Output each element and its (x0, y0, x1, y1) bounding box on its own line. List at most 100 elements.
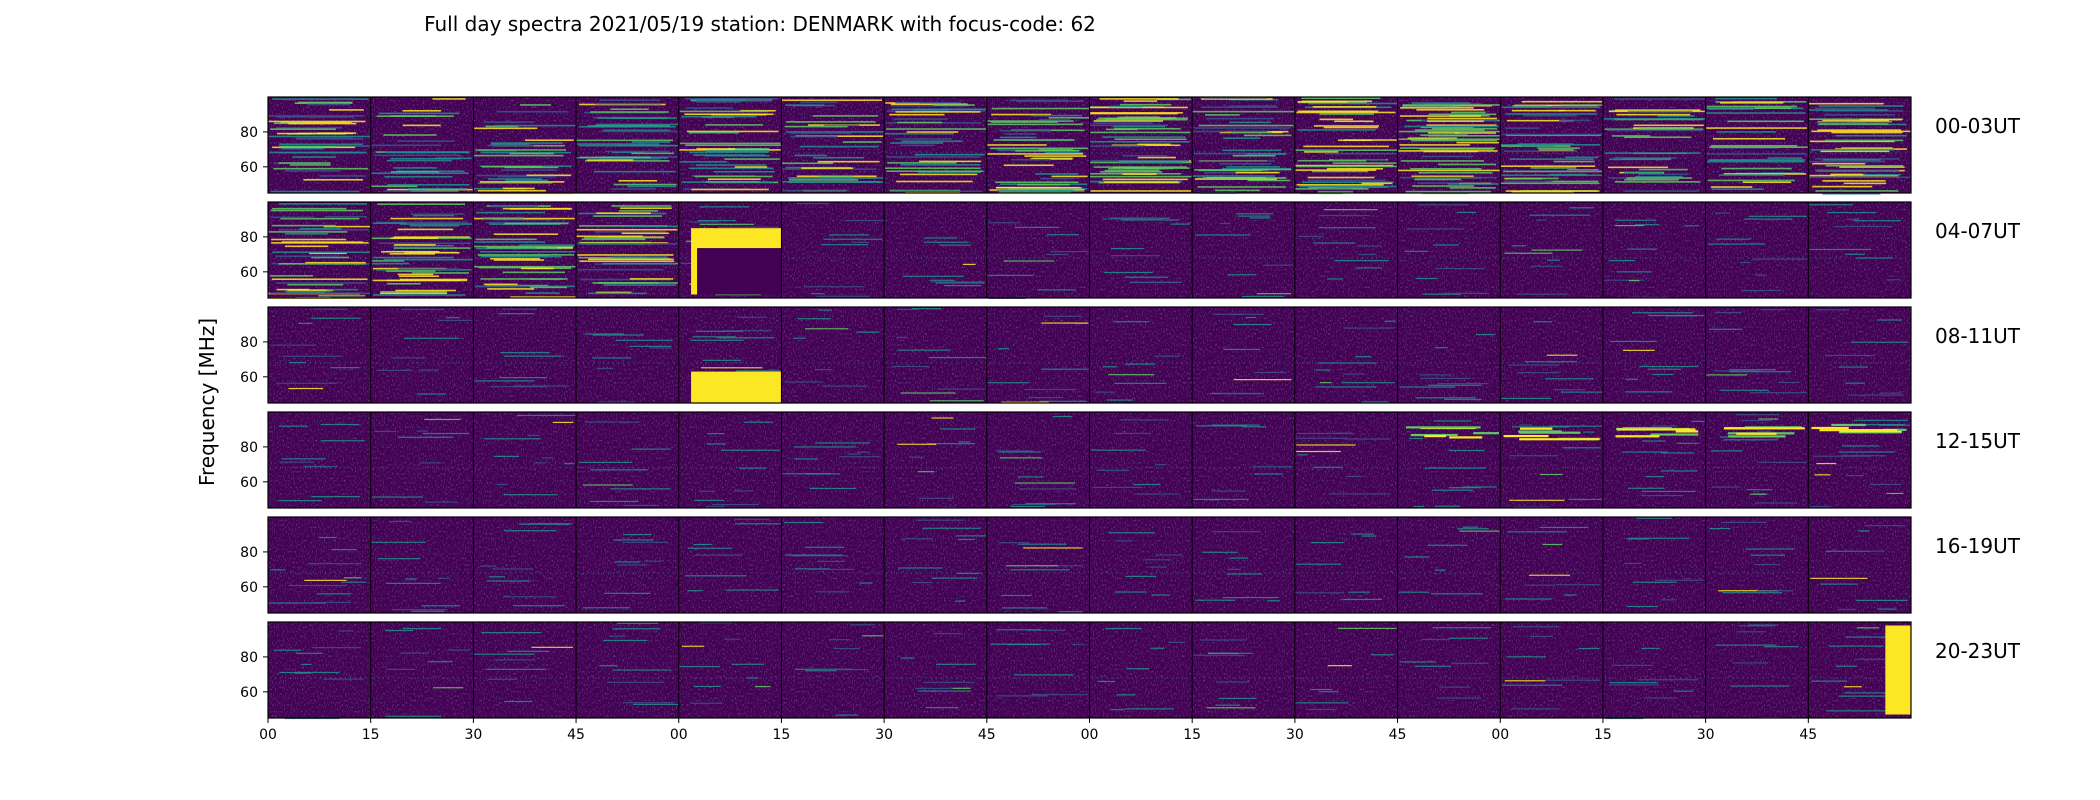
spectral-line (1125, 363, 1156, 365)
spectral-line (281, 146, 337, 148)
spectral-line (504, 355, 563, 357)
spectrogram-panel (1500, 517, 1603, 613)
spectral-line (958, 441, 970, 443)
spectrogram-panel (781, 202, 885, 298)
spectral-line (380, 292, 448, 295)
spectral-line (1509, 455, 1558, 457)
spectral-line (1501, 133, 1603, 136)
spectral-line (1648, 368, 1682, 370)
spectral-line (724, 158, 780, 160)
x-axis-ticks: 00 15 30 45 00 15 30 45 00 15 30 45 00 15 30 45 (259, 718, 1817, 743)
panel-noise (678, 412, 782, 508)
spectral-line (1652, 373, 1674, 376)
spectral-line (1100, 171, 1163, 173)
spectral-line (1501, 684, 1563, 686)
spectral-line (270, 190, 360, 193)
spectral-line (1558, 119, 1591, 122)
spectral-line (1404, 250, 1429, 252)
spectral-line (1723, 173, 1806, 175)
spectral-line (1578, 647, 1600, 650)
spectral-line (477, 254, 575, 256)
spectral-line (1193, 130, 1268, 133)
spectral-line (1413, 505, 1425, 508)
spectral-line (1605, 152, 1700, 154)
spectral-line (1024, 388, 1076, 391)
spectral-line (1310, 688, 1333, 691)
spectral-line (1005, 133, 1037, 135)
spectral-line (1168, 641, 1185, 643)
spectral-line (1343, 598, 1382, 601)
spectral-line (1716, 131, 1777, 133)
spectral-line (844, 219, 884, 222)
spectral-line (596, 212, 651, 214)
spectral-line (1414, 665, 1451, 667)
spectral-line (987, 120, 1074, 122)
spectral-line (1343, 327, 1395, 329)
spectral-line (319, 175, 366, 177)
spectral-line (1628, 537, 1689, 539)
spectral-line (781, 99, 882, 102)
spectral-line (1115, 591, 1147, 593)
spectral-line (1212, 531, 1262, 533)
spectral-line (1709, 527, 1731, 530)
spectral-line (588, 292, 647, 295)
spectral-line (991, 113, 1051, 116)
spectrogram-panel (781, 517, 885, 613)
spectral-line (541, 457, 554, 459)
spectral-line (591, 357, 632, 359)
x-tick-label: 00 (670, 727, 688, 743)
spectral-line (492, 568, 534, 570)
spectral-line (599, 158, 660, 160)
spectral-line (896, 180, 973, 183)
spectral-line (1193, 152, 1286, 155)
spectrogram-panel (1602, 97, 1706, 193)
spectral-line (435, 157, 472, 160)
spectral-line (576, 228, 678, 231)
spectral-line (681, 645, 705, 647)
spectral-line (1877, 608, 1897, 610)
spectral-line (1120, 419, 1170, 421)
spectral-line (1506, 177, 1559, 180)
spectral-line (373, 154, 461, 157)
spectral-line (489, 257, 540, 260)
spectral-line (1743, 218, 1793, 220)
spectral-line (1197, 186, 1286, 188)
spectral-line (699, 206, 750, 208)
spectral-line (1296, 450, 1341, 453)
spectral-line (1358, 253, 1377, 256)
spectral-line (371, 185, 418, 188)
spectral-line (1648, 314, 1705, 317)
spectral-line (1048, 116, 1090, 119)
spectral-line (393, 167, 437, 169)
spectral-line (486, 221, 570, 224)
spectral-line (303, 465, 338, 468)
spectral-line (502, 187, 535, 190)
spectral-line (1355, 267, 1382, 269)
spectral-line (1427, 117, 1497, 120)
spectral-line (1475, 334, 1495, 336)
spectral-line (612, 628, 661, 630)
spectral-line (1841, 455, 1886, 457)
spectral-line (473, 217, 575, 220)
spectral-line (1313, 125, 1379, 127)
spectral-line (891, 108, 987, 111)
spectral-line (1886, 279, 1901, 281)
spectral-line (1615, 109, 1701, 111)
spectral-line (386, 270, 436, 272)
spectral-line (690, 339, 744, 341)
spectral-line (698, 490, 715, 492)
spectral-line (1357, 245, 1382, 247)
spectral-line (987, 123, 1084, 126)
spectral-line (1431, 127, 1498, 130)
spectral-line (1810, 149, 1895, 151)
spectral-line (1297, 110, 1379, 113)
y-tick-label: 80 (240, 545, 258, 561)
spectral-line (582, 607, 631, 609)
spectral-line (1417, 182, 1492, 184)
y-tick-label: 80 (240, 440, 258, 456)
spectral-line (1246, 153, 1287, 155)
spectral-line (1521, 144, 1555, 147)
spectral-line (784, 125, 848, 128)
spectral-line (588, 258, 674, 261)
spectral-line (1211, 424, 1260, 426)
